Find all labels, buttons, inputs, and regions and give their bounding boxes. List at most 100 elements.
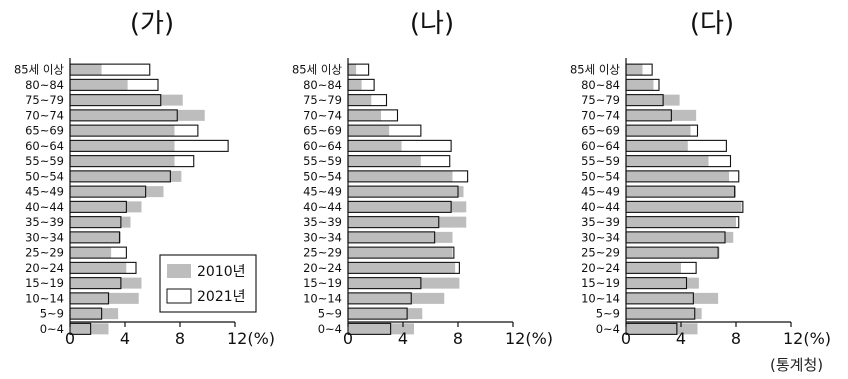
bar-2010 (70, 140, 175, 152)
bar-2021 (69, 322, 92, 335)
x-tick-label: 12(%) (227, 329, 275, 348)
category-label: 0~4 (596, 322, 620, 336)
bar-2021-fill (174, 125, 198, 137)
bar-2010 (626, 216, 736, 228)
chart-title: (나) (410, 9, 454, 39)
category-label: 30~34 (581, 230, 620, 244)
panel-1: (가)85세 이상80~8475~7970~7465~6960~6455~595… (14, 9, 275, 348)
bar-2010 (348, 323, 414, 335)
bar-2021-fill (452, 170, 468, 182)
category-label: 10~14 (303, 291, 342, 305)
bar-2010 (70, 94, 183, 106)
bar-2010 (70, 262, 127, 274)
bar-2010 (348, 155, 421, 167)
bar-2021-fill (452, 247, 454, 259)
panel-2: (나)85세 이상80~8475~7970~7465~6960~6455~595… (292, 9, 553, 348)
category-label: 85세 이상 (292, 63, 342, 77)
bar-2010 (626, 140, 688, 152)
category-label: 15~19 (581, 276, 620, 290)
category-label: 40~44 (581, 200, 620, 214)
category-label: 20~24 (303, 261, 342, 275)
bar-2021-fill (401, 140, 452, 152)
bar-2010 (70, 231, 121, 243)
x-tick-label: 8 (453, 329, 463, 348)
x-tick-label: 0 (621, 329, 631, 348)
bar-2010 (348, 140, 402, 152)
bar-2010 (626, 170, 730, 182)
category-label: 35~39 (303, 215, 342, 229)
legend: 2010년 2021년 (159, 254, 257, 313)
category-label: 55~59 (581, 154, 620, 168)
bar-2010 (70, 64, 102, 76)
legend-swatch (167, 264, 191, 278)
bar-2021 (347, 322, 392, 335)
category-label: 15~19 (303, 276, 342, 290)
bar-2010 (70, 170, 182, 182)
bar-2010 (348, 292, 445, 304)
category-label: 40~44 (25, 200, 64, 214)
bar-2021-fill (455, 262, 460, 274)
bar-2010 (626, 201, 742, 213)
legend-label: 2021년 (197, 289, 246, 305)
x-tick-label: 12(%) (505, 329, 553, 348)
category-label: 25~29 (581, 246, 620, 260)
bar-2021-fill (687, 140, 727, 152)
source-label: (통계청) (770, 356, 824, 374)
bar-2010 (626, 109, 697, 121)
category-label: 25~29 (25, 246, 64, 260)
bar-2021-fill (126, 262, 136, 274)
category-label: 45~49 (303, 185, 342, 199)
legend-label: 2010년 (197, 264, 246, 280)
category-label: 65~69 (581, 124, 620, 138)
bar-2021-fill (729, 170, 739, 182)
bar-2010 (348, 125, 390, 137)
bar-2010 (626, 308, 702, 320)
bar-2021-fill (642, 64, 653, 76)
bar-2010 (626, 262, 681, 274)
category-label: 20~24 (25, 261, 64, 275)
bar-2010 (626, 79, 654, 91)
category-label: 60~64 (25, 139, 64, 153)
bar-2010 (626, 277, 699, 289)
category-label: 75~79 (303, 93, 342, 107)
category-label: 45~49 (25, 185, 64, 199)
panel-3: (다)85세 이상80~8475~7970~7465~6960~6455~595… (570, 9, 831, 348)
bar-2021-fill (708, 155, 731, 167)
bar-2010 (348, 201, 467, 213)
bar-2010 (626, 231, 734, 243)
bar-2010 (348, 109, 381, 121)
category-label: 80~84 (581, 78, 620, 92)
bar-2010 (70, 201, 142, 213)
bar-2010 (348, 231, 453, 243)
category-label: 85세 이상 (570, 63, 620, 77)
category-label: 45~49 (581, 185, 620, 199)
bar-2021-fill (389, 125, 421, 137)
bar-2021-fill (420, 155, 450, 167)
x-tick-label: 8 (731, 329, 741, 348)
bar-2021-fill (101, 64, 150, 76)
bar-2010 (626, 323, 698, 335)
bar-2010 (626, 186, 736, 198)
bar-2010 (70, 247, 112, 259)
category-label: 80~84 (303, 78, 342, 92)
x-tick-label: 4 (676, 329, 686, 348)
bar-2021-fill (371, 94, 387, 106)
bar-2010 (70, 323, 109, 335)
bar-2010 (348, 247, 453, 259)
category-label: 75~79 (581, 93, 620, 107)
bar-2010 (70, 79, 128, 91)
bar-2010 (626, 292, 719, 304)
bar-2021-fill (174, 155, 194, 167)
bar-2010 (626, 64, 643, 76)
category-label: 0~4 (318, 322, 342, 336)
x-tick-label: 12(%) (783, 329, 831, 348)
bar-2010 (70, 109, 205, 121)
bar-2010 (348, 170, 453, 182)
category-label: 50~54 (581, 169, 620, 183)
x-tick-label: 4 (120, 329, 130, 348)
category-label: 85세 이상 (14, 63, 64, 77)
category-label: 60~64 (581, 139, 620, 153)
category-label: 80~84 (25, 78, 64, 92)
bar-2021-fill (174, 140, 229, 152)
